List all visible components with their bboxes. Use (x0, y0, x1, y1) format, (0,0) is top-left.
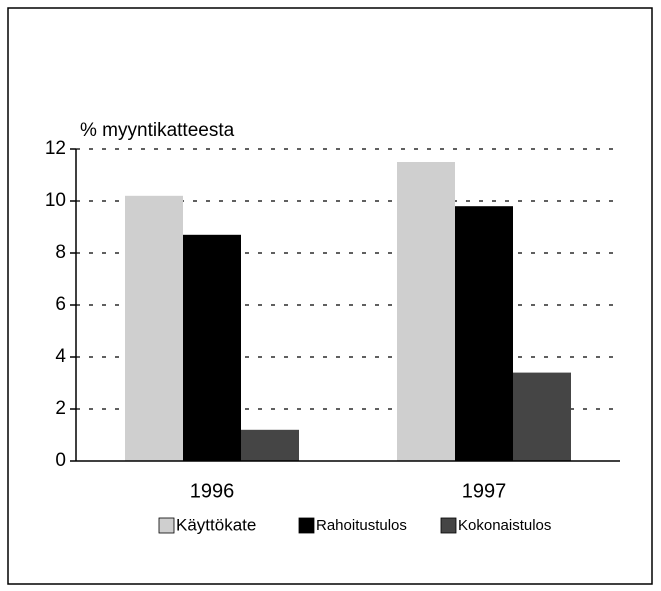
legend-swatch (298, 517, 315, 534)
x-tick-label: 1996 (190, 480, 235, 502)
y-tick-label: 4 (55, 346, 66, 367)
y-tick-label: 12 (45, 138, 66, 159)
y-axis-label: % myyntikatteesta (80, 120, 235, 141)
frame (7, 7, 653, 585)
bar (241, 429, 299, 461)
bar (183, 234, 241, 461)
legend-label: Kokonaistulos (458, 517, 551, 534)
bar (125, 195, 183, 462)
bar (455, 206, 513, 461)
bar (397, 162, 455, 461)
legend-swatch (158, 517, 175, 534)
y-tick-label: 8 (55, 242, 66, 263)
y-tick-label: 6 (55, 294, 66, 315)
legend-swatch (440, 517, 457, 534)
x-tick-label: 1997 (462, 480, 507, 502)
y-tick-label: 0 (55, 450, 66, 471)
legend-label: Käyttökate (176, 515, 256, 534)
legend-label: Rahoitustulos (316, 517, 407, 534)
y-tick-label: 10 (45, 190, 66, 211)
y-tick-label: 2 (55, 398, 66, 419)
bar (513, 372, 571, 461)
